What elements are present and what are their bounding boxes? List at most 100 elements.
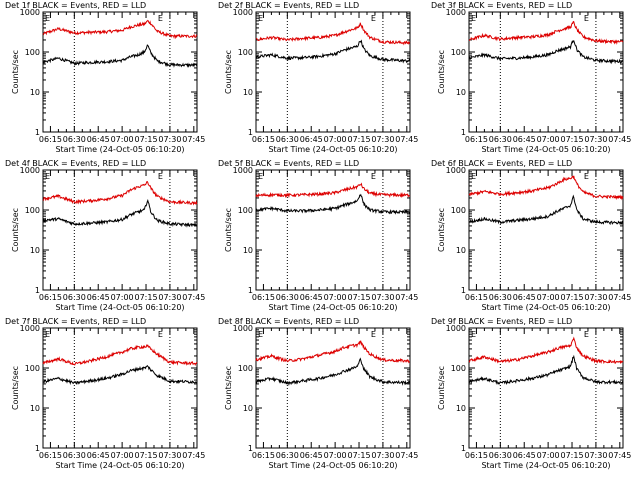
series-line-events xyxy=(468,354,624,385)
y-tick-label: 100 xyxy=(25,364,40,373)
x-tick-label: 06:45 xyxy=(300,135,323,144)
x-tick-label: 07:15 xyxy=(134,135,157,144)
event-marker-label-right: E xyxy=(371,14,376,23)
x-tick-label: 07:45 xyxy=(182,135,205,144)
event-marker-label-left: E xyxy=(45,330,50,339)
y-tick-label: 100 xyxy=(238,206,253,215)
x-tick-label: 06:15 xyxy=(39,293,62,302)
y-axis-label: Counts/sec xyxy=(11,366,20,410)
x-tick-label: 07:15 xyxy=(560,293,583,302)
y-tick-label: 1 xyxy=(461,128,466,137)
y-tick-label: 1000 xyxy=(20,324,40,333)
y-tick-label: 1000 xyxy=(446,166,466,175)
x-tick-label: 07:00 xyxy=(537,135,560,144)
x-tick-label: 07:30 xyxy=(158,135,181,144)
plot-frame xyxy=(468,169,624,291)
x-tick-label: 07:15 xyxy=(347,451,370,460)
y-tick-label: 1 xyxy=(35,444,40,453)
panel-title: Det 2f BLACK = Events, RED = LLD xyxy=(218,1,359,10)
x-axis-label: Start Time (24-Oct-05 06:10:20) xyxy=(268,145,397,154)
detector-panel-2: Det 2f BLACK = Events, RED = LLD 1 10 100 10… xyxy=(218,1,418,154)
event-marker-label-left: E xyxy=(258,14,263,23)
x-tick-label: 06:30 xyxy=(276,135,299,144)
series-line-lld xyxy=(42,180,198,206)
x-tick-label: 07:00 xyxy=(324,135,347,144)
x-tick-label: 06:45 xyxy=(87,293,110,302)
panel-title: Det 7f BLACK = Events, RED = LLD xyxy=(5,317,146,326)
detector-panel-5: Det 5f BLACK = Events, RED = LLD 1 10 100 10… xyxy=(218,159,418,312)
y-tick-label: 1000 xyxy=(446,324,466,333)
y-tick-label: 10 xyxy=(243,88,253,97)
plot-frame xyxy=(42,169,198,291)
x-tick-label: 07:45 xyxy=(395,451,418,460)
event-marker-label-right: E xyxy=(371,172,376,181)
x-axis-label: Start Time (24-Oct-05 06:10:20) xyxy=(268,461,397,470)
plot-frame xyxy=(42,327,198,449)
x-tick-label: 06:30 xyxy=(276,451,299,460)
series-line-lld xyxy=(255,182,411,199)
detector-panel-9: Det 9f BLACK = Events, RED = LLD 1 10 100 10… xyxy=(431,317,631,470)
y-tick-label: 10 xyxy=(243,246,253,255)
y-tick-label: 100 xyxy=(25,48,40,57)
panel-title: Det 1f BLACK = Events, RED = LLD xyxy=(5,1,146,10)
x-tick-label: 06:30 xyxy=(63,135,86,144)
x-tick-label: 07:15 xyxy=(560,135,583,144)
x-tick-label: 06:30 xyxy=(489,293,512,302)
y-tick-label: 100 xyxy=(238,364,253,373)
x-tick-label: 06:45 xyxy=(87,451,110,460)
event-marker-label-left: E xyxy=(45,14,50,23)
y-axis-label: Counts/sec xyxy=(11,208,20,252)
x-tick-label: 06:15 xyxy=(39,135,62,144)
x-tick-label: 06:45 xyxy=(513,135,536,144)
panel-title: Det 8f BLACK = Events, RED = LLD xyxy=(218,317,359,326)
x-tick-label: 06:45 xyxy=(513,451,536,460)
detector-panel-7: Det 7f BLACK = Events, RED = LLD 1 10 100 10… xyxy=(5,317,205,470)
detector-panel-4: Det 4f BLACK = Events, RED = LLD 1 10 100 10… xyxy=(5,159,205,312)
plot-frame xyxy=(468,327,624,449)
x-tick-label: 07:00 xyxy=(537,451,560,460)
plot-frame xyxy=(255,327,411,449)
x-tick-label: 07:45 xyxy=(608,293,631,302)
event-marker-label-right: E xyxy=(584,330,589,339)
series-line-events xyxy=(255,39,411,64)
y-tick-label: 1000 xyxy=(20,166,40,175)
x-tick-label: 06:30 xyxy=(489,451,512,460)
series-line-lld xyxy=(255,22,411,46)
series-line-lld xyxy=(469,20,624,45)
y-tick-label: 100 xyxy=(238,48,253,57)
series-line-lld xyxy=(255,340,410,364)
series-line-lld xyxy=(468,175,624,201)
y-tick-label: 10 xyxy=(30,404,40,413)
y-tick-label: 10 xyxy=(456,246,466,255)
y-tick-label: 1000 xyxy=(20,8,40,17)
x-tick-label: 07:30 xyxy=(584,451,607,460)
y-tick-label: 1000 xyxy=(233,166,253,175)
x-tick-label: 07:30 xyxy=(584,135,607,144)
x-tick-label: 06:45 xyxy=(300,293,323,302)
series-line-lld xyxy=(42,344,198,366)
x-tick-label: 07:45 xyxy=(608,135,631,144)
plot-frame xyxy=(255,169,411,291)
y-tick-label: 1000 xyxy=(233,8,253,17)
event-marker-label-left: E xyxy=(471,172,476,181)
event-marker-label-left: E xyxy=(471,330,476,339)
series-line-events xyxy=(255,357,411,387)
x-tick-label: 07:15 xyxy=(560,451,583,460)
x-tick-label: 07:30 xyxy=(584,293,607,302)
series-line-events xyxy=(468,194,624,226)
y-tick-label: 1 xyxy=(461,286,466,295)
x-axis-label: Start Time (24-Oct-05 06:10:20) xyxy=(268,303,397,312)
y-tick-label: 10 xyxy=(243,404,253,413)
panel-title: Det 5f BLACK = Events, RED = LLD xyxy=(218,159,359,168)
x-tick-label: 07:30 xyxy=(158,293,181,302)
x-tick-label: 07:15 xyxy=(134,451,157,460)
x-tick-label: 06:45 xyxy=(87,135,110,144)
y-tick-label: 1 xyxy=(248,286,253,295)
event-marker-label-right: E xyxy=(158,172,163,181)
detector-panel-6: Det 6f BLACK = Events, RED = LLD 1 10 100 10… xyxy=(431,159,631,312)
plot-frame xyxy=(42,11,198,133)
detector-panel-8: Det 8f BLACK = Events, RED = LLD 1 10 100 10… xyxy=(218,317,418,470)
series-line-events xyxy=(43,44,198,68)
event-marker-label-left: E xyxy=(471,14,476,23)
x-axis-label: Start Time (24-Oct-05 06:10:20) xyxy=(55,461,184,470)
